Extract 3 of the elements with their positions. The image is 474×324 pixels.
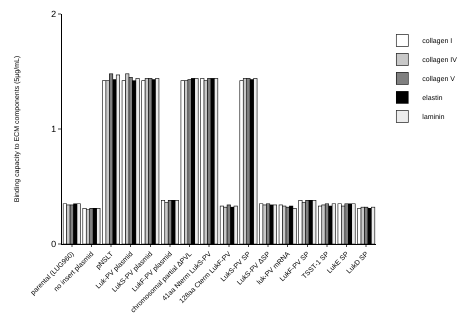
- y-tick-label: 0: [51, 239, 56, 250]
- y-tick-label: 2: [51, 9, 56, 20]
- y-tick-label: 1: [51, 124, 56, 134]
